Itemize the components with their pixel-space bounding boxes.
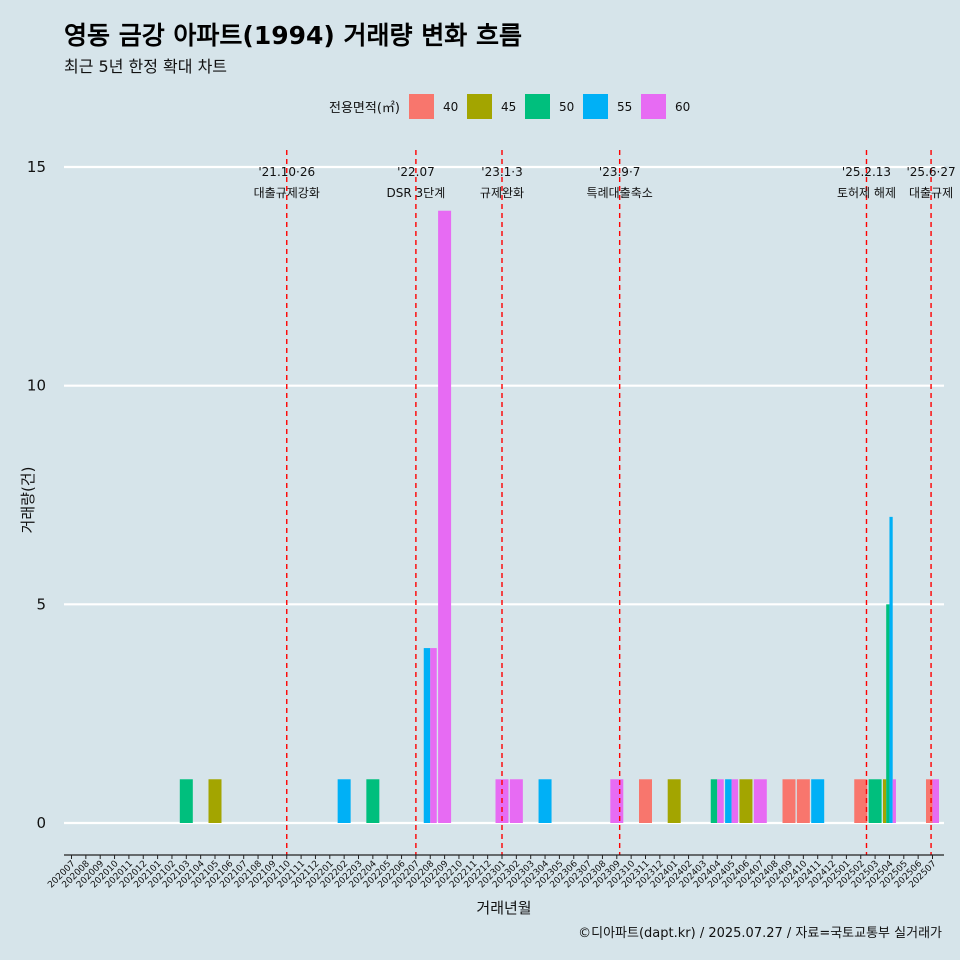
- bar-202401-45: [667, 779, 681, 823]
- y-tick-label-5: 5: [36, 595, 46, 613]
- grid: [64, 165, 944, 825]
- event-label-202502: 토허제 해제: [837, 186, 896, 200]
- bar-202202-55: [337, 779, 351, 823]
- y-axis: 0 5 10 15: [27, 158, 46, 832]
- bar-202407-60: [753, 779, 767, 823]
- event-date-202110: '21.10·26: [258, 165, 315, 179]
- legend-title: 전용면적(㎡): [329, 101, 400, 116]
- legend-label-50: 50: [559, 100, 574, 114]
- bar-202507-40: [926, 779, 933, 823]
- annotations: '21.10·26 대출규제강화 '22.07 DSR 3단계 '23.1·3 규제완화 '…: [254, 150, 956, 855]
- event-label-202207: DSR 3단계: [387, 186, 446, 200]
- bar-202404-60: [717, 779, 724, 823]
- chart-subtitle: 최근 5년 한정 확대 차트: [64, 57, 228, 76]
- event-date-202506: '25.6·27: [907, 165, 956, 179]
- bars: [179, 210, 939, 823]
- bar-202311-40: [639, 779, 652, 823]
- bar-202309-60: [610, 779, 624, 823]
- x-axis-title: 거래년월: [476, 899, 531, 917]
- bar-202404-50: [710, 779, 718, 823]
- bar-202103-50: [179, 779, 193, 823]
- bar-202208-55: [423, 648, 431, 823]
- bar-202209-60: [438, 210, 452, 823]
- event-date-202301: '23.1·3: [481, 165, 522, 179]
- chart-title: 영동 금강 아파트(1994) 거래량 변화 흐름: [64, 21, 522, 50]
- bar-202302-60: [509, 779, 523, 823]
- event-label-202309: 특례대출축소: [587, 186, 653, 200]
- bar-202502-40: [854, 779, 868, 823]
- bar-202504-55: [889, 516, 893, 823]
- legend: 전용면적(㎡) 40 45 50 55 60: [329, 94, 690, 119]
- event-label-202506: 대출규제: [909, 186, 953, 200]
- legend-swatch-60: [641, 94, 666, 119]
- legend-swatch-55: [583, 94, 608, 119]
- legend-label-45: 45: [501, 100, 516, 114]
- bar-202504-45: [882, 779, 887, 823]
- event-label-202301: 규제완화: [480, 186, 524, 200]
- event-date-202502: '25.2.13: [842, 165, 891, 179]
- legend-swatch-45: [467, 94, 492, 119]
- bar-202411-55: [811, 779, 825, 823]
- y-tick-label-10: 10: [27, 377, 46, 395]
- chart-caption: ©디아파트(dapt.kr) / 2025.07.27 / 자료=국토교통부 실…: [578, 926, 942, 941]
- bar-202405-55: [725, 779, 732, 823]
- bar-202504-50: [886, 604, 890, 823]
- bar-202405-60: [731, 779, 739, 823]
- event-date-202309: '23.9·7: [599, 165, 640, 179]
- bar-202304-55: [538, 779, 552, 823]
- legend-swatch-50: [525, 94, 550, 119]
- y-tick-label-15: 15: [27, 158, 46, 176]
- y-axis-title: 거래량(건): [19, 467, 37, 534]
- event-date-202207: '22.07: [397, 165, 435, 179]
- legend-label-60: 60: [675, 100, 690, 114]
- y-tick-label-0: 0: [36, 814, 46, 832]
- x-axis: 2020072020082020092020102020112020122021…: [46, 854, 944, 890]
- bar-202504-60: [892, 779, 896, 823]
- bar-202208-60: [430, 648, 437, 823]
- bar-202503-50: [868, 779, 882, 823]
- legend-label-40: 40: [443, 100, 458, 114]
- bar-202409-40: [782, 779, 796, 823]
- bar-202105-45: [208, 779, 222, 823]
- bar-202410-40: [796, 779, 810, 823]
- legend-swatch-40: [409, 94, 434, 119]
- event-label-202110: 대출규제강화: [254, 186, 320, 200]
- bar-202204-50: [366, 779, 380, 823]
- bar-202507-60: [932, 779, 939, 823]
- legend-label-55: 55: [617, 100, 632, 114]
- bar-202406-45: [739, 779, 753, 823]
